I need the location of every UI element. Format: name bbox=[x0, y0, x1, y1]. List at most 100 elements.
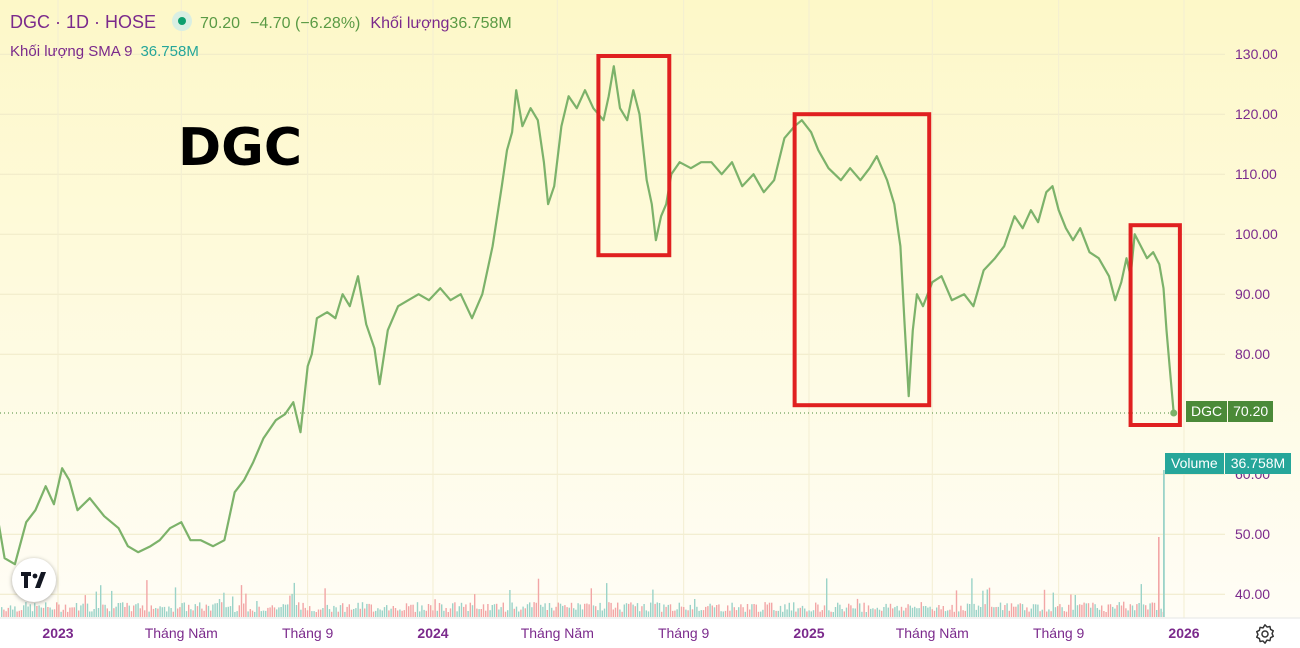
volume-bar bbox=[474, 594, 476, 617]
time-axis[interactable]: 2023 Tháng Năm Tháng 9 2024 Tháng Năm Tháng 9… bbox=[42, 625, 1199, 641]
volume-bar bbox=[876, 607, 878, 617]
volume-bar bbox=[1030, 608, 1032, 617]
tradingview-logo-icon[interactable] bbox=[12, 558, 56, 602]
volume-bar bbox=[139, 608, 141, 617]
volume-bar bbox=[381, 610, 383, 617]
volume-bar bbox=[383, 607, 386, 617]
volume-bar bbox=[795, 611, 797, 617]
volume-bar bbox=[1101, 605, 1103, 617]
volume-bar bbox=[568, 607, 570, 617]
volume-bar bbox=[973, 603, 975, 617]
volume-bar bbox=[348, 604, 350, 617]
volume-bar bbox=[425, 610, 427, 617]
volume-bar bbox=[212, 604, 214, 617]
volume-bar bbox=[183, 602, 185, 617]
x-tick-label: 2026 bbox=[1168, 625, 1199, 641]
volume-bar bbox=[29, 604, 31, 617]
volume-bar bbox=[1057, 606, 1059, 617]
sma-label[interactable]: Khối lượng SMA 9 bbox=[10, 43, 133, 60]
volume-bar bbox=[590, 588, 592, 617]
volume-bar bbox=[388, 610, 390, 617]
volume-bar bbox=[687, 610, 689, 617]
volume-bar bbox=[1118, 602, 1120, 617]
volume-bar bbox=[331, 611, 333, 617]
volume-bar bbox=[238, 605, 240, 617]
volume-bar bbox=[1074, 595, 1076, 617]
volume-bar bbox=[86, 603, 89, 617]
price-tag-name: DGC bbox=[1186, 401, 1228, 422]
volume-bar bbox=[1163, 470, 1165, 617]
indicator-legend[interactable]: Khối lượng SMA 9 36.758M bbox=[10, 43, 199, 60]
volume-bar bbox=[408, 606, 410, 617]
volume-bar bbox=[375, 610, 377, 617]
x-tick-label: 2025 bbox=[793, 625, 824, 641]
volume-bar bbox=[271, 605, 273, 617]
volume-bar bbox=[168, 606, 170, 617]
volume-bar bbox=[749, 609, 751, 617]
volume-bar bbox=[471, 605, 474, 617]
volume-bar bbox=[359, 608, 361, 617]
symbol-title[interactable]: DGC · 1D · HOSE bbox=[10, 12, 157, 32]
volume-bar bbox=[916, 608, 918, 617]
volume-bar bbox=[513, 608, 515, 617]
volume-bar bbox=[953, 611, 955, 617]
volume-bar bbox=[1131, 605, 1134, 617]
volume-bar bbox=[438, 603, 441, 617]
volume-bar bbox=[841, 609, 843, 617]
volume-bar bbox=[399, 609, 401, 617]
volume-bar bbox=[929, 606, 931, 617]
volume-bar bbox=[1142, 604, 1145, 617]
volume-bar bbox=[1114, 608, 1116, 617]
volume-bar bbox=[665, 606, 667, 617]
volume-bar bbox=[100, 585, 102, 617]
volume-bar bbox=[390, 608, 392, 617]
volume-bar bbox=[702, 610, 705, 617]
volume-bar bbox=[311, 611, 313, 617]
volume-bar bbox=[97, 608, 100, 617]
volume-bar bbox=[240, 585, 243, 617]
volume-bar bbox=[379, 609, 381, 617]
volume-bar bbox=[148, 611, 150, 617]
volume-bar bbox=[1105, 612, 1107, 617]
volume-bar bbox=[23, 605, 25, 617]
volume-bar bbox=[949, 609, 951, 617]
volume-tag-name: Volume bbox=[1165, 453, 1224, 474]
volume-bar bbox=[511, 602, 513, 617]
volume-bar bbox=[1094, 604, 1096, 617]
volume-bar bbox=[313, 611, 315, 617]
volume-bar bbox=[1149, 603, 1151, 617]
volume-bar bbox=[434, 599, 436, 617]
volume-bar bbox=[544, 603, 546, 617]
volume-bar bbox=[1151, 602, 1153, 617]
tradingview-logo-glyph bbox=[21, 572, 46, 588]
volume-bar bbox=[1050, 611, 1052, 617]
volume-bar bbox=[680, 606, 683, 617]
volume-bar bbox=[234, 612, 236, 617]
volume-bar bbox=[45, 602, 47, 617]
volume-bar bbox=[764, 602, 766, 617]
volume-bar bbox=[1109, 604, 1112, 617]
symbol-legend[interactable]: DGC · 1D · HOSE 70.20 −4.70 (−6.28%) Khối… bbox=[10, 11, 512, 33]
volume-bar bbox=[654, 603, 656, 617]
volume-bar bbox=[291, 593, 293, 617]
x-tick-label: Tháng Năm bbox=[145, 625, 218, 641]
volume-bar bbox=[1079, 604, 1081, 617]
volume-bar bbox=[984, 604, 986, 617]
volume-bar bbox=[300, 609, 302, 617]
volume-bar bbox=[93, 609, 95, 617]
volume-bar bbox=[1, 607, 3, 617]
volume-bar bbox=[773, 610, 775, 617]
volume-bar bbox=[119, 602, 122, 617]
y-tick-label: 80.00 bbox=[1235, 346, 1270, 362]
volume-bar bbox=[111, 590, 113, 617]
volume-bar bbox=[423, 609, 425, 617]
volume-bar bbox=[1068, 604, 1070, 617]
volume-bar bbox=[104, 604, 106, 617]
sma-value: 36.758M bbox=[140, 43, 199, 60]
volume-bar bbox=[804, 608, 806, 617]
volume-bar bbox=[276, 609, 278, 617]
volume-bar bbox=[619, 609, 621, 617]
volume-bar bbox=[1153, 602, 1156, 617]
settings-gear-icon[interactable] bbox=[1254, 623, 1276, 645]
